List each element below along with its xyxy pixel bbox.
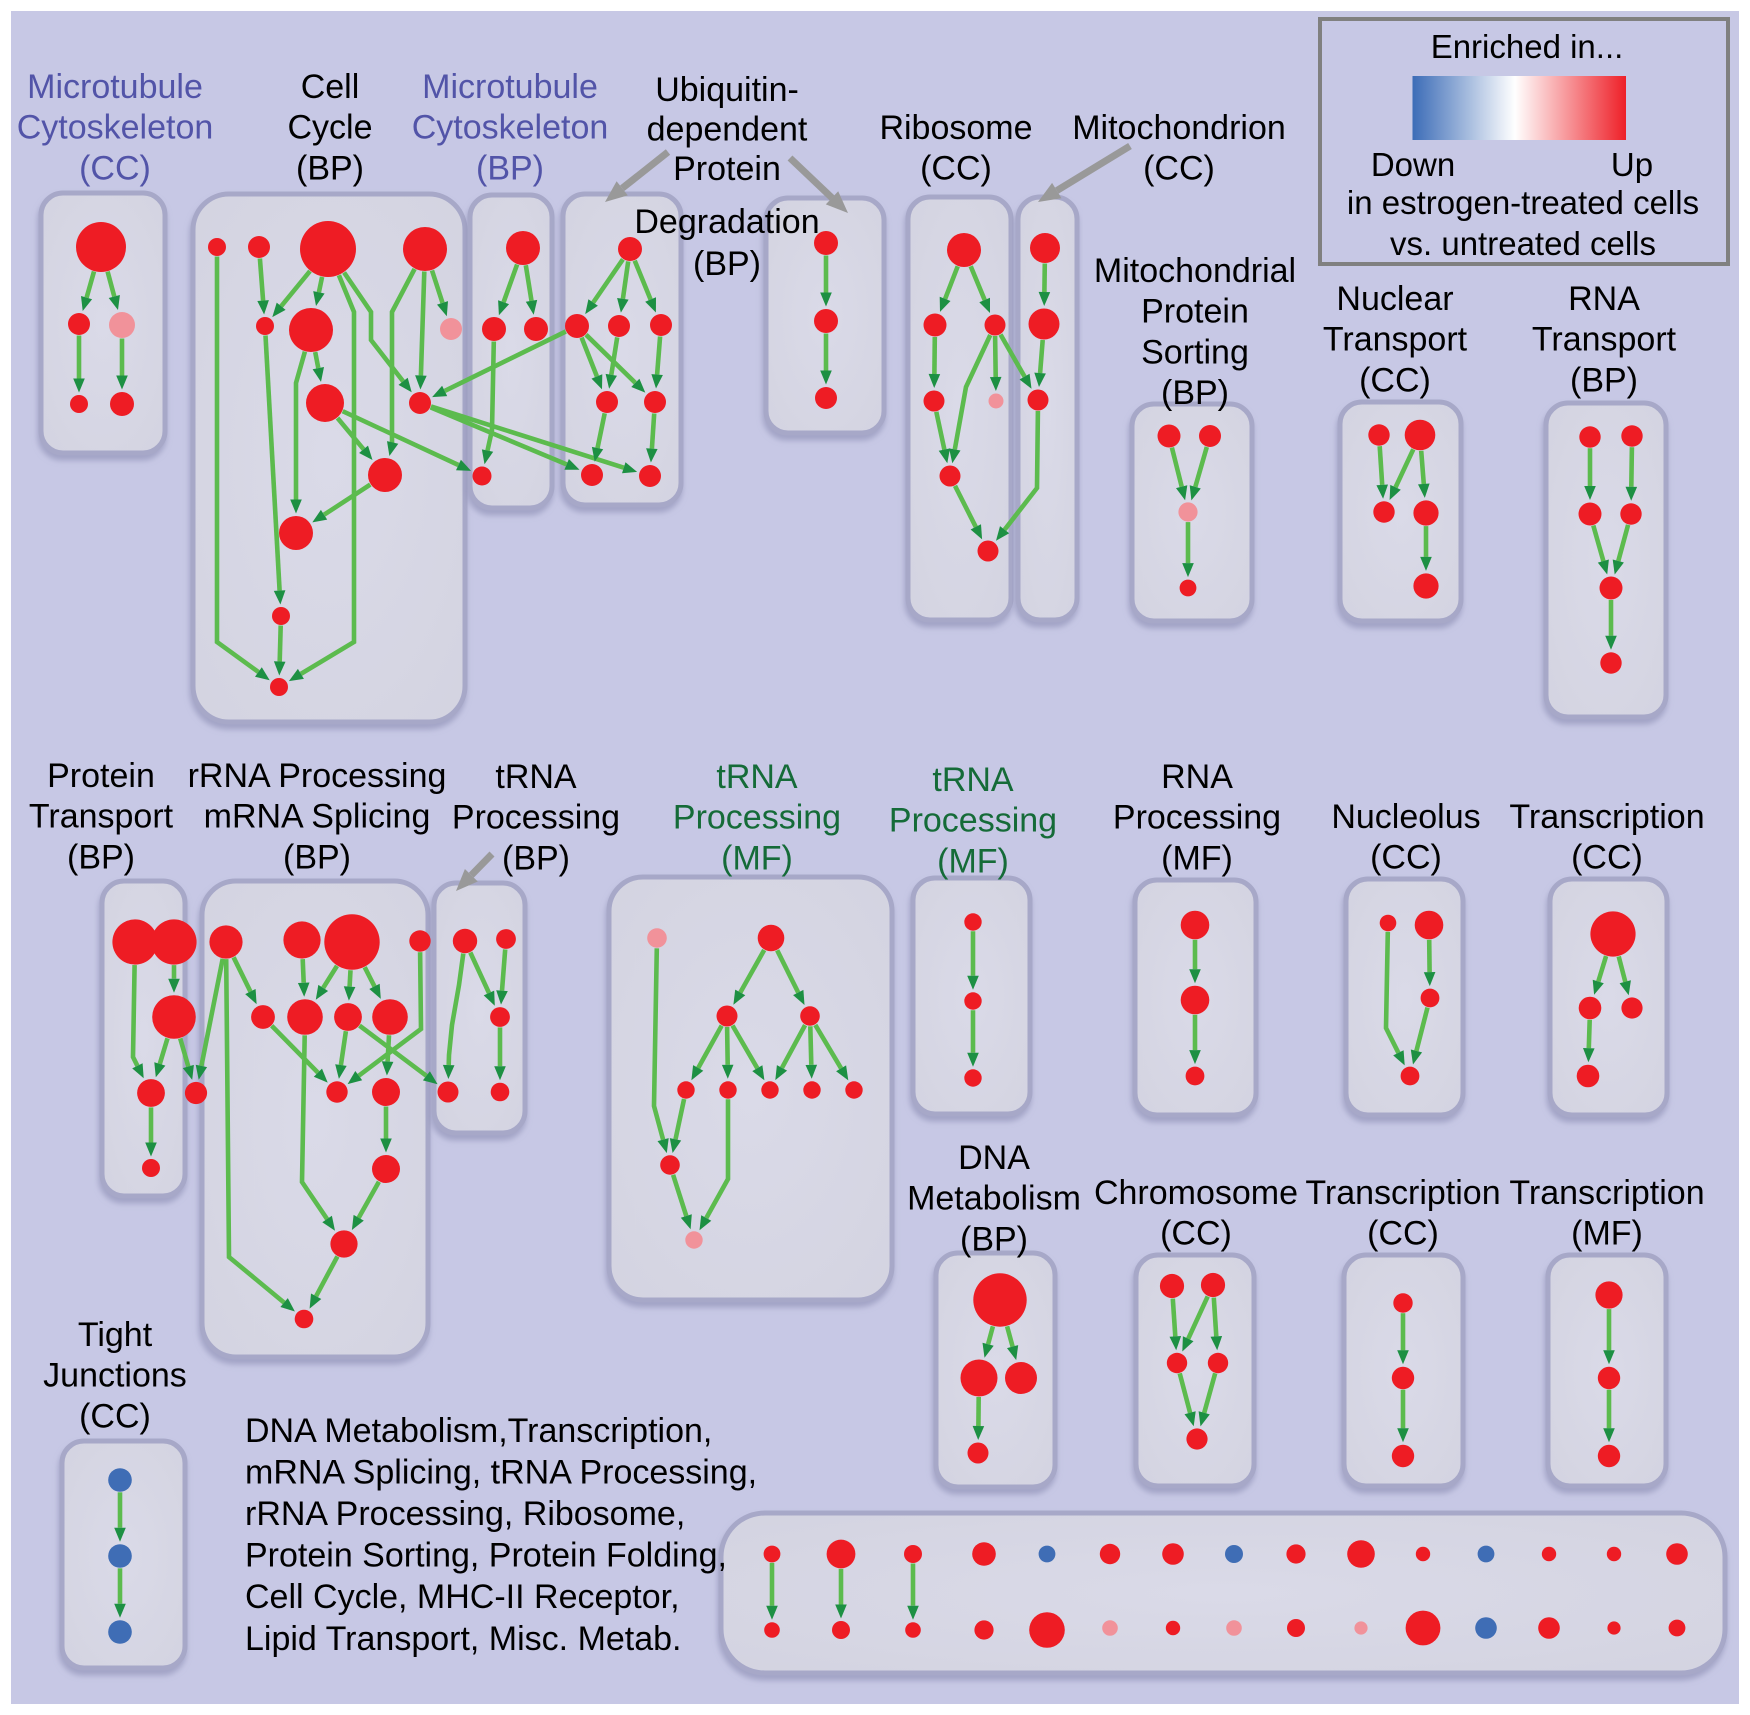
svg-text:mRNA Splicing, tRNA Processing: mRNA Splicing, tRNA Processing, (245, 1453, 757, 1491)
svg-text:Protein: Protein (47, 757, 155, 795)
svg-text:Cytoskeleton: Cytoskeleton (412, 109, 609, 147)
svg-text:(BP): (BP) (1570, 361, 1638, 399)
svg-text:RNA: RNA (1161, 758, 1233, 796)
svg-text:Enriched in...: Enriched in... (1431, 28, 1624, 65)
svg-text:dependent: dependent (647, 111, 808, 149)
svg-text:Cytoskeleton: Cytoskeleton (17, 109, 214, 147)
svg-text:Nucleolus: Nucleolus (1331, 798, 1480, 836)
svg-text:(BP): (BP) (1161, 374, 1229, 412)
svg-text:Transport: Transport (1532, 321, 1677, 359)
svg-text:Nuclear: Nuclear (1336, 280, 1453, 318)
svg-text:(MF): (MF) (1161, 839, 1233, 877)
svg-text:(CC): (CC) (1160, 1215, 1232, 1253)
svg-text:Processing: Processing (452, 799, 620, 837)
svg-text:vs. untreated cells: vs. untreated cells (1390, 225, 1656, 262)
svg-text:Degradation: Degradation (634, 203, 819, 241)
svg-text:(CC): (CC) (1370, 839, 1442, 877)
svg-text:Down: Down (1371, 146, 1455, 183)
svg-text:DNA: DNA (958, 1139, 1030, 1177)
svg-text:in estrogen-treated cells: in estrogen-treated cells (1347, 184, 1699, 221)
svg-text:Mitochondrion: Mitochondrion (1072, 109, 1286, 147)
svg-text:(BP): (BP) (283, 838, 351, 876)
svg-text:tRNA: tRNA (716, 758, 798, 796)
svg-text:Transport: Transport (1323, 321, 1468, 359)
svg-text:mRNA Splicing: mRNA Splicing (204, 798, 431, 836)
svg-text:Transport: Transport (29, 798, 174, 836)
svg-text:tRNA: tRNA (495, 758, 577, 796)
svg-text:Tight: Tight (78, 1316, 153, 1354)
svg-text:(CC): (CC) (920, 150, 992, 188)
svg-text:Protein Sorting, Protein Foldi: Protein Sorting, Protein Folding, (245, 1537, 727, 1575)
svg-text:(CC): (CC) (1571, 839, 1643, 877)
svg-text:(BP): (BP) (693, 245, 761, 283)
svg-text:Protein: Protein (673, 150, 781, 188)
svg-text:Ribosome: Ribosome (879, 109, 1032, 147)
svg-text:Protein: Protein (1141, 293, 1249, 331)
svg-text:(BP): (BP) (960, 1220, 1028, 1258)
svg-text:Ubiquitin-: Ubiquitin- (655, 71, 799, 109)
svg-text:(BP): (BP) (476, 149, 544, 187)
svg-text:Mitochondrial: Mitochondrial (1094, 252, 1296, 290)
svg-text:Transcription: Transcription (1509, 798, 1704, 836)
svg-text:Transcription: Transcription (1509, 1174, 1704, 1212)
svg-text:DNA Metabolism,Transcription,: DNA Metabolism,Transcription, (245, 1412, 712, 1450)
svg-text:(MF): (MF) (1571, 1215, 1643, 1253)
svg-text:Microtubule: Microtubule (422, 68, 598, 106)
svg-text:RNA: RNA (1568, 280, 1640, 318)
svg-text:Cell Cycle, MHC-II Receptor,: Cell Cycle, MHC-II Receptor, (245, 1578, 680, 1616)
svg-text:Up: Up (1611, 146, 1653, 183)
svg-text:(MF): (MF) (721, 839, 793, 877)
svg-text:Processing: Processing (673, 799, 841, 837)
svg-text:tRNA: tRNA (932, 761, 1014, 799)
svg-text:(BP): (BP) (67, 838, 135, 876)
svg-text:(BP): (BP) (502, 839, 570, 877)
svg-text:(CC): (CC) (1143, 150, 1215, 188)
svg-text:Chromosome: Chromosome (1094, 1174, 1298, 1212)
svg-text:(MF): (MF) (937, 842, 1009, 880)
svg-text:(CC): (CC) (1359, 361, 1431, 399)
svg-text:Metabolism: Metabolism (907, 1180, 1081, 1218)
svg-text:(CC): (CC) (1367, 1215, 1439, 1253)
svg-text:Sorting: Sorting (1141, 333, 1249, 371)
svg-text:(CC): (CC) (79, 1397, 151, 1435)
svg-text:Transcription: Transcription (1305, 1174, 1500, 1212)
svg-text:Cycle: Cycle (287, 109, 372, 147)
svg-text:Junctions: Junctions (43, 1357, 187, 1395)
svg-text:(CC): (CC) (79, 149, 151, 187)
svg-text:Lipid Transport, Misc. Metab.: Lipid Transport, Misc. Metab. (245, 1620, 682, 1658)
svg-text:(BP): (BP) (296, 149, 364, 187)
svg-text:rRNA Processing, Ribosome,: rRNA Processing, Ribosome, (245, 1495, 685, 1533)
svg-text:Cell: Cell (301, 68, 360, 106)
svg-text:Processing: Processing (889, 802, 1057, 840)
svg-text:rRNA Processing: rRNA Processing (188, 757, 447, 795)
svg-text:Processing: Processing (1113, 799, 1281, 837)
svg-text:Microtubule: Microtubule (27, 68, 203, 106)
